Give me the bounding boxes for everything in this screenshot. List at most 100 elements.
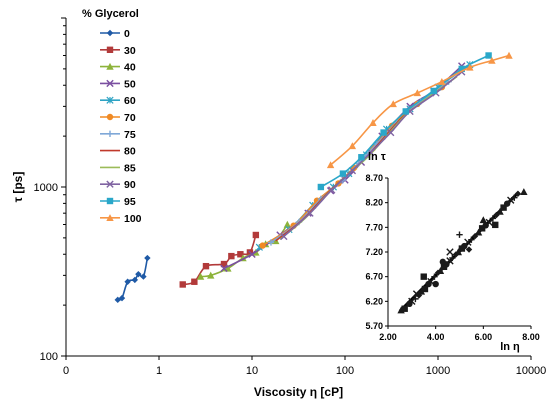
data-point — [339, 170, 347, 177]
inset-data-point — [485, 218, 493, 227]
data-point — [430, 87, 437, 95]
legend-swatch-marker — [106, 96, 114, 104]
legend-item-50: 50 — [100, 78, 136, 90]
inset-y-tick-label: 5.70 — [365, 321, 383, 331]
inset-data-point — [456, 231, 463, 238]
inset-x-tick-label: 6.00 — [475, 332, 493, 342]
inset-data-point — [412, 295, 419, 303]
data-point — [402, 108, 409, 115]
data-point — [202, 262, 210, 270]
inset-data-point — [468, 236, 475, 243]
data-point — [358, 154, 365, 161]
data-point — [367, 148, 375, 157]
data-point — [259, 242, 266, 249]
legend-item-40: 40 — [100, 62, 136, 74]
inset-x-tick-label: 4.00 — [427, 332, 445, 342]
data-point — [248, 250, 256, 258]
legend-label: 80 — [124, 146, 136, 158]
inset-data-point — [520, 188, 528, 196]
data-point — [283, 220, 292, 228]
legend-swatch-marker — [106, 29, 114, 37]
data-point — [196, 272, 205, 280]
data-point — [207, 271, 215, 279]
y-tick-label: 100 — [40, 351, 58, 363]
series-95 — [317, 52, 492, 191]
inset-data-point — [492, 221, 499, 229]
inset-data-point — [421, 285, 429, 293]
data-point — [228, 252, 235, 260]
data-point — [317, 183, 325, 191]
data-point — [131, 276, 139, 284]
legend-item-30: 30 — [100, 45, 136, 57]
legend-label: 70 — [124, 112, 136, 124]
legend-label: 30 — [124, 45, 136, 57]
data-point — [237, 251, 244, 258]
data-point — [220, 264, 228, 273]
inset-x-axis-title: ln η — [500, 341, 520, 353]
data-point — [369, 119, 377, 126]
inset-data-point — [500, 204, 507, 211]
legend-swatch-marker — [106, 214, 114, 221]
inset-data-point — [478, 225, 486, 232]
inset-data-point — [412, 290, 421, 298]
legend-item-0: 0 — [100, 28, 130, 40]
data-point — [485, 52, 492, 59]
inset-data-point — [511, 194, 518, 201]
legend-label: 40 — [124, 62, 136, 74]
data-point — [328, 186, 336, 194]
inset-y-tick-label: 8.70 — [365, 173, 383, 183]
inset-y-axis-title: ln τ — [368, 151, 386, 163]
inset-data-point — [439, 258, 447, 266]
data-point — [348, 142, 357, 150]
y-tick-label: 1000 — [34, 182, 58, 194]
inset-plot: 5.70 6.20 6.70 7.20 7.70 8.20 8.70 2.00 4.00 6.00… — [365, 151, 539, 353]
inset-data-point — [431, 273, 438, 280]
data-point — [438, 77, 446, 85]
legend-item-85: 85 — [100, 162, 136, 174]
inset-data-point — [436, 267, 445, 274]
inset-data-point — [454, 248, 463, 256]
legend-label: 85 — [124, 162, 136, 174]
legend-item-80: 80 — [100, 146, 136, 158]
legend-item-90: 90 — [100, 179, 136, 191]
data-point — [140, 273, 147, 280]
legend-swatch-marker — [106, 180, 114, 188]
x-tick-label: 0 — [63, 365, 69, 377]
legend-swatch-marker — [106, 130, 114, 137]
x-axis-title: Viscosity η [cP] — [254, 385, 343, 399]
legend-title: % Glycerol — [82, 8, 139, 20]
data-point — [389, 100, 397, 108]
legend-swatch-marker — [106, 46, 114, 53]
legend-item-70: 70 — [100, 112, 136, 124]
x-tick-label: 10 — [246, 365, 258, 377]
data-point — [380, 129, 387, 136]
legend-swatch-marker — [106, 79, 114, 88]
inset-y-tick-label: 7.70 — [365, 222, 383, 232]
inset-data-point — [496, 207, 504, 215]
data-point — [387, 128, 395, 137]
inset-data-point — [432, 280, 439, 288]
legend-label: 90 — [124, 179, 136, 191]
data-point — [466, 63, 474, 71]
x-tick-label: 1 — [156, 365, 162, 377]
data-point — [191, 278, 198, 285]
data-point — [118, 294, 126, 302]
x-tick-label: 10000 — [516, 365, 547, 377]
inset-data-point — [489, 215, 497, 222]
data-point — [114, 296, 121, 304]
inset-data-point — [440, 263, 448, 270]
inset-y-tick-label: 8.20 — [365, 198, 383, 208]
legend-label: 75 — [124, 129, 136, 141]
inset-data-point — [479, 216, 488, 224]
data-point — [306, 209, 314, 217]
inset-data-point — [465, 246, 473, 253]
data-point — [124, 278, 131, 285]
legend-swatch-marker — [106, 113, 114, 121]
data-point — [144, 254, 151, 262]
data-point — [179, 281, 186, 288]
legend-item-95: 95 — [100, 196, 136, 208]
inset-data-point — [458, 245, 466, 252]
y-axis-title: τ [ps] — [11, 172, 25, 203]
inset-data-point — [514, 190, 522, 197]
